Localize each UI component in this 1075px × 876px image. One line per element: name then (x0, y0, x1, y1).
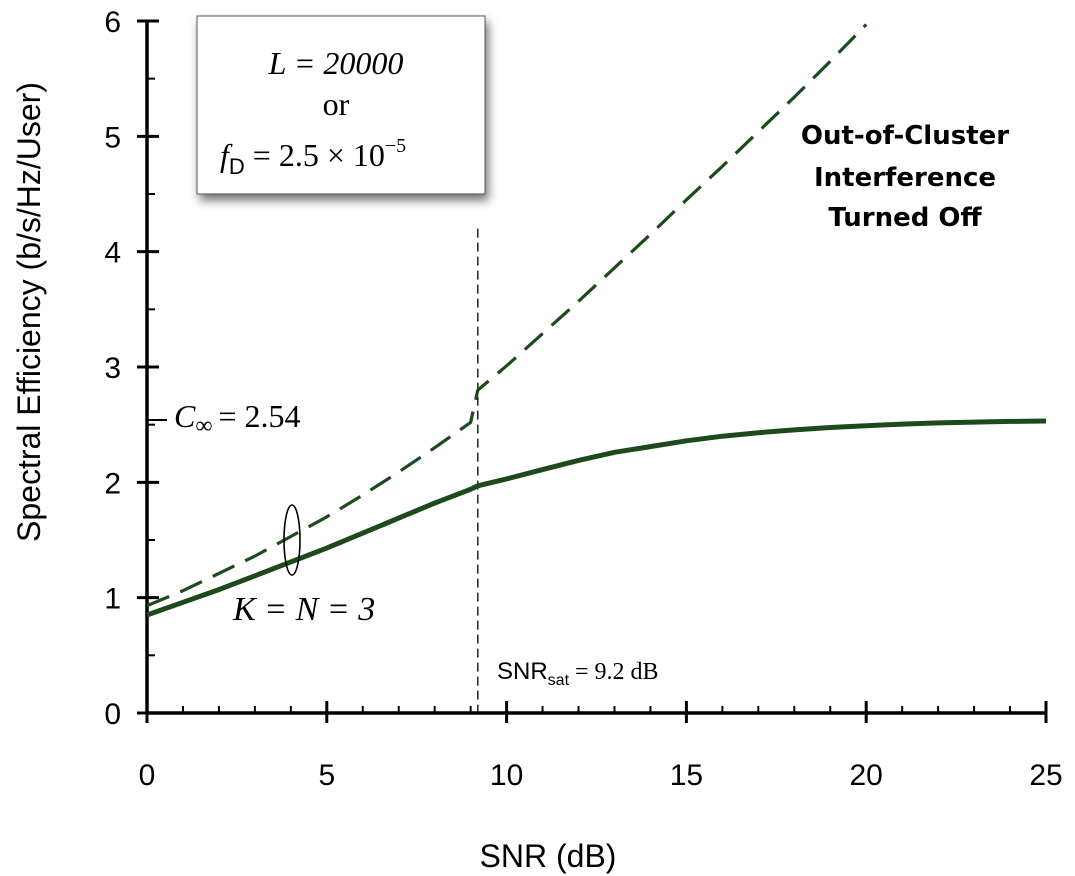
series-lines (146, 23, 1047, 618)
y-tick-label: 5 (104, 121, 121, 154)
box-line-3: fD = 2.5 × 10−5 (220, 135, 406, 179)
note-line-3: Turned Off (828, 203, 982, 233)
y-tick-label: 2 (104, 467, 121, 500)
x-tick-label: 20 (850, 759, 883, 792)
y-axis-title: Spectral Efficiency (b/s/Hz/User) (11, 82, 47, 542)
x-tick-label: 10 (490, 759, 523, 792)
curve-bracket (283, 504, 301, 576)
x-tick-label: 0 (139, 759, 156, 792)
series-line-dashed (146, 23, 868, 608)
box-line-2: or (323, 86, 350, 122)
box-line-1: L = 20000 (268, 45, 404, 81)
x-axis-title: SNR (dB) (480, 838, 617, 874)
y-tick-label: 4 (104, 237, 121, 270)
x-tick-label: 25 (1029, 759, 1062, 792)
y-tick-label: 6 (104, 6, 121, 39)
parameter-box: L = 20000 or fD = 2.5 × 10−5 (196, 15, 486, 195)
note-line-1: Out-of-Cluster (801, 121, 1009, 151)
x-tick-label: 5 (318, 759, 335, 792)
snr-sat-label: SNRsat = 9.2 dB (497, 658, 659, 689)
x-tick-label: 15 (670, 759, 703, 792)
y-tick-label: 1 (104, 583, 121, 616)
series-line-solid (146, 418, 1047, 618)
c-infinity-label: C∞ = 2.54 (174, 398, 301, 439)
handwritten-note: Out-of-Cluster Interference Turned Off (801, 121, 1009, 233)
note-line-2: Interference (814, 163, 996, 193)
axes: 0 5 10 15 20 25 0 1 2 3 4 5 6 (104, 6, 1062, 792)
y-tick-label: 3 (104, 352, 121, 385)
y-tick-label: 0 (104, 698, 121, 731)
knn-label: K = N = 3 (232, 591, 375, 628)
